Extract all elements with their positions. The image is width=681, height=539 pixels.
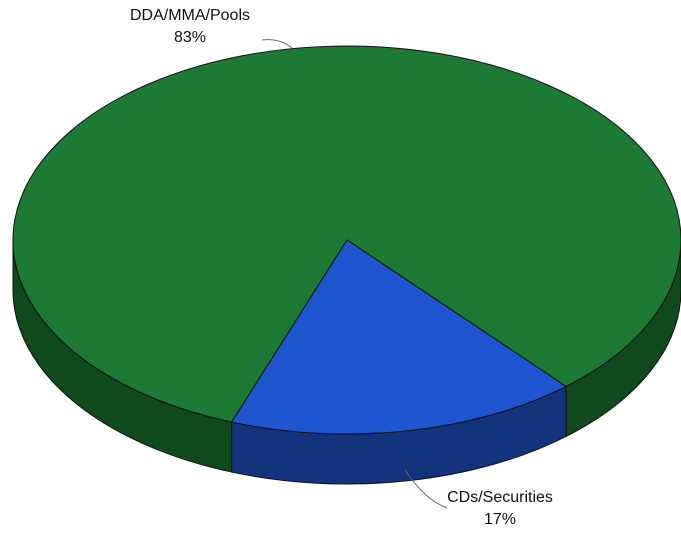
pie <box>12 45 681 485</box>
slice-value-label: 83% <box>174 29 206 46</box>
slice-value-label: 17% <box>484 511 516 528</box>
slice-label: DDA/MMA/Pools <box>130 7 250 24</box>
slice-label: CDs/Securities <box>447 489 553 506</box>
leader-line <box>261 39 293 49</box>
leader-line <box>404 469 448 509</box>
slice <box>230 239 568 435</box>
